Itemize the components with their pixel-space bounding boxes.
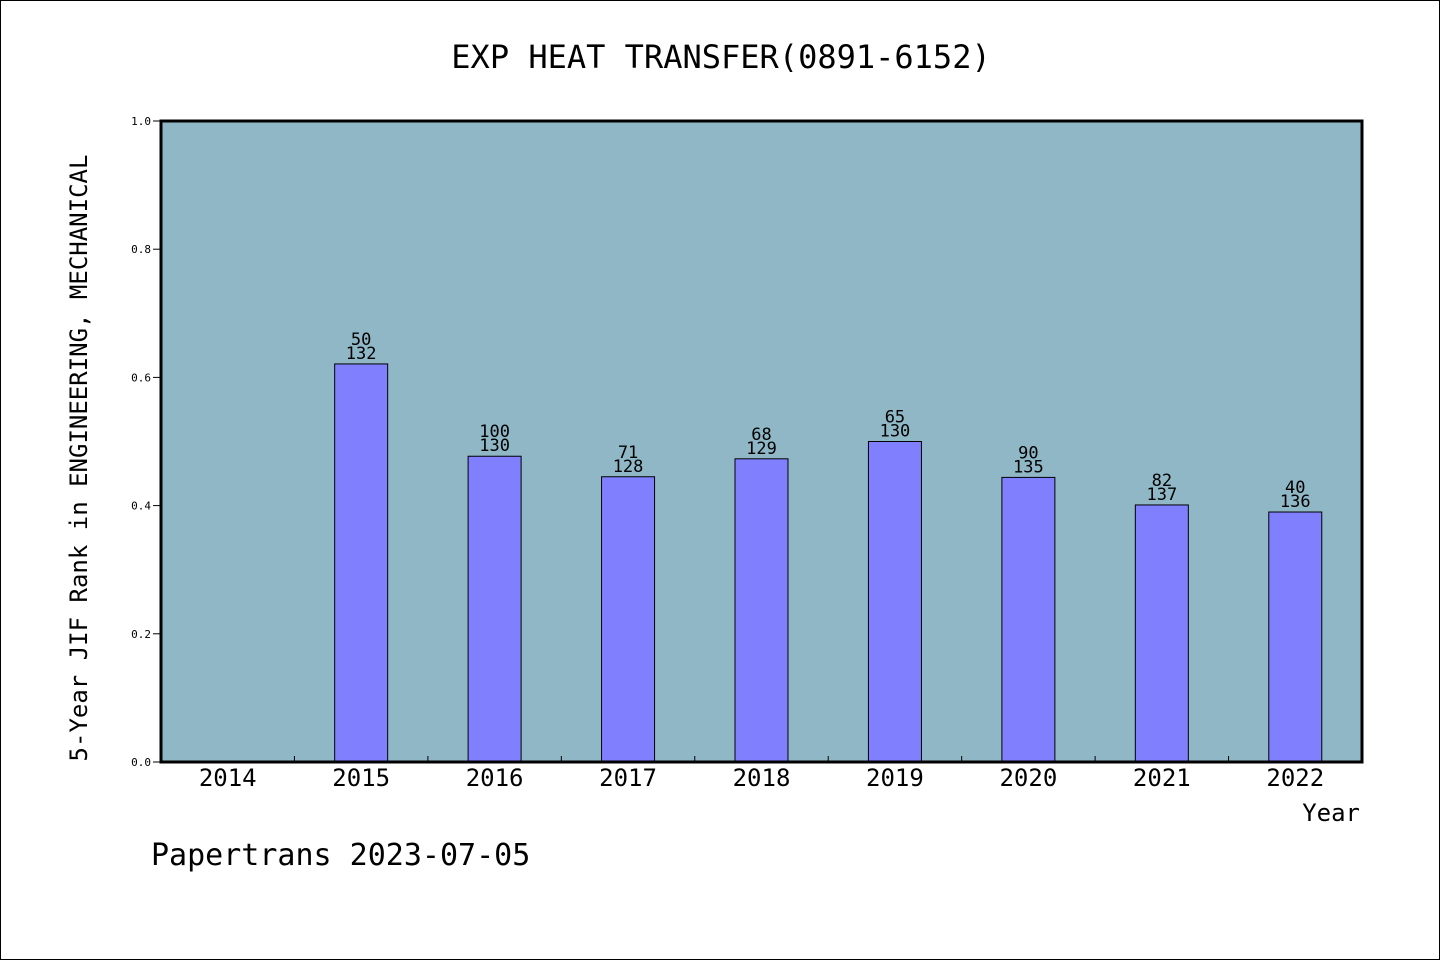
x-tick-label: 2018 [733, 764, 791, 792]
chart-title: EXP HEAT TRANSFER(0891-6152) [451, 38, 990, 76]
y-tick-label: 0.8 [131, 243, 151, 256]
bar-2020 [1001, 476, 1056, 763]
x-tick-label: 2014 [199, 764, 257, 792]
total-label: 132 [346, 344, 377, 364]
bar-2021 [1134, 504, 1189, 763]
rank-label: 71 [618, 443, 638, 463]
axis-ticks-group: 2014 2015 2016 2017 2018 2019 2020 2021 2022 0.0 0… [131, 115, 1324, 792]
x-tick-label: 2020 [999, 764, 1057, 792]
rank-label: 50 [351, 330, 371, 350]
x-tick-label: 2022 [1266, 764, 1324, 792]
bar-2017 [601, 476, 656, 763]
x-tick-label: 2019 [866, 764, 924, 792]
bar-2015 [334, 363, 389, 763]
footer-text: Papertrans 2023-07-05 [151, 838, 530, 873]
total-label: 129 [746, 439, 777, 459]
y-tick-label: 0.0 [131, 756, 151, 769]
total-label: 130 [880, 422, 911, 442]
x-tick-label: 2016 [466, 764, 524, 792]
bar-2018 [734, 458, 789, 763]
total-label: 137 [1146, 485, 1177, 505]
x-tick-label: 2021 [1133, 764, 1191, 792]
x-axis-label: Year [1302, 799, 1360, 827]
rank-label: 82 [1152, 471, 1172, 491]
y-tick-label: 1.0 [131, 115, 151, 128]
bar-2019 [867, 441, 922, 763]
total-label: 135 [1013, 457, 1044, 477]
bar-2022 [1268, 511, 1323, 763]
rank-label: 68 [751, 425, 771, 445]
rank-label: 40 [1285, 478, 1305, 498]
bar-2016 [467, 455, 522, 763]
total-label: 130 [479, 436, 510, 456]
x-tick-label: 2015 [332, 764, 390, 792]
rank-label: 90 [1018, 443, 1038, 463]
rank-label: 100 [479, 422, 510, 442]
y-axis-label: 5-Year JIF Rank in ENGINEERING, MECHANIC… [65, 155, 93, 762]
y-tick-label: 0.4 [131, 500, 151, 513]
rank-label: 65 [885, 408, 905, 428]
total-label: 128 [613, 457, 644, 477]
x-tick-label: 2017 [599, 764, 657, 792]
plot-border [159, 119, 1364, 764]
y-tick-label: 0.2 [131, 628, 151, 641]
y-tick-label: 0.6 [131, 371, 151, 384]
total-label: 136 [1280, 492, 1311, 512]
